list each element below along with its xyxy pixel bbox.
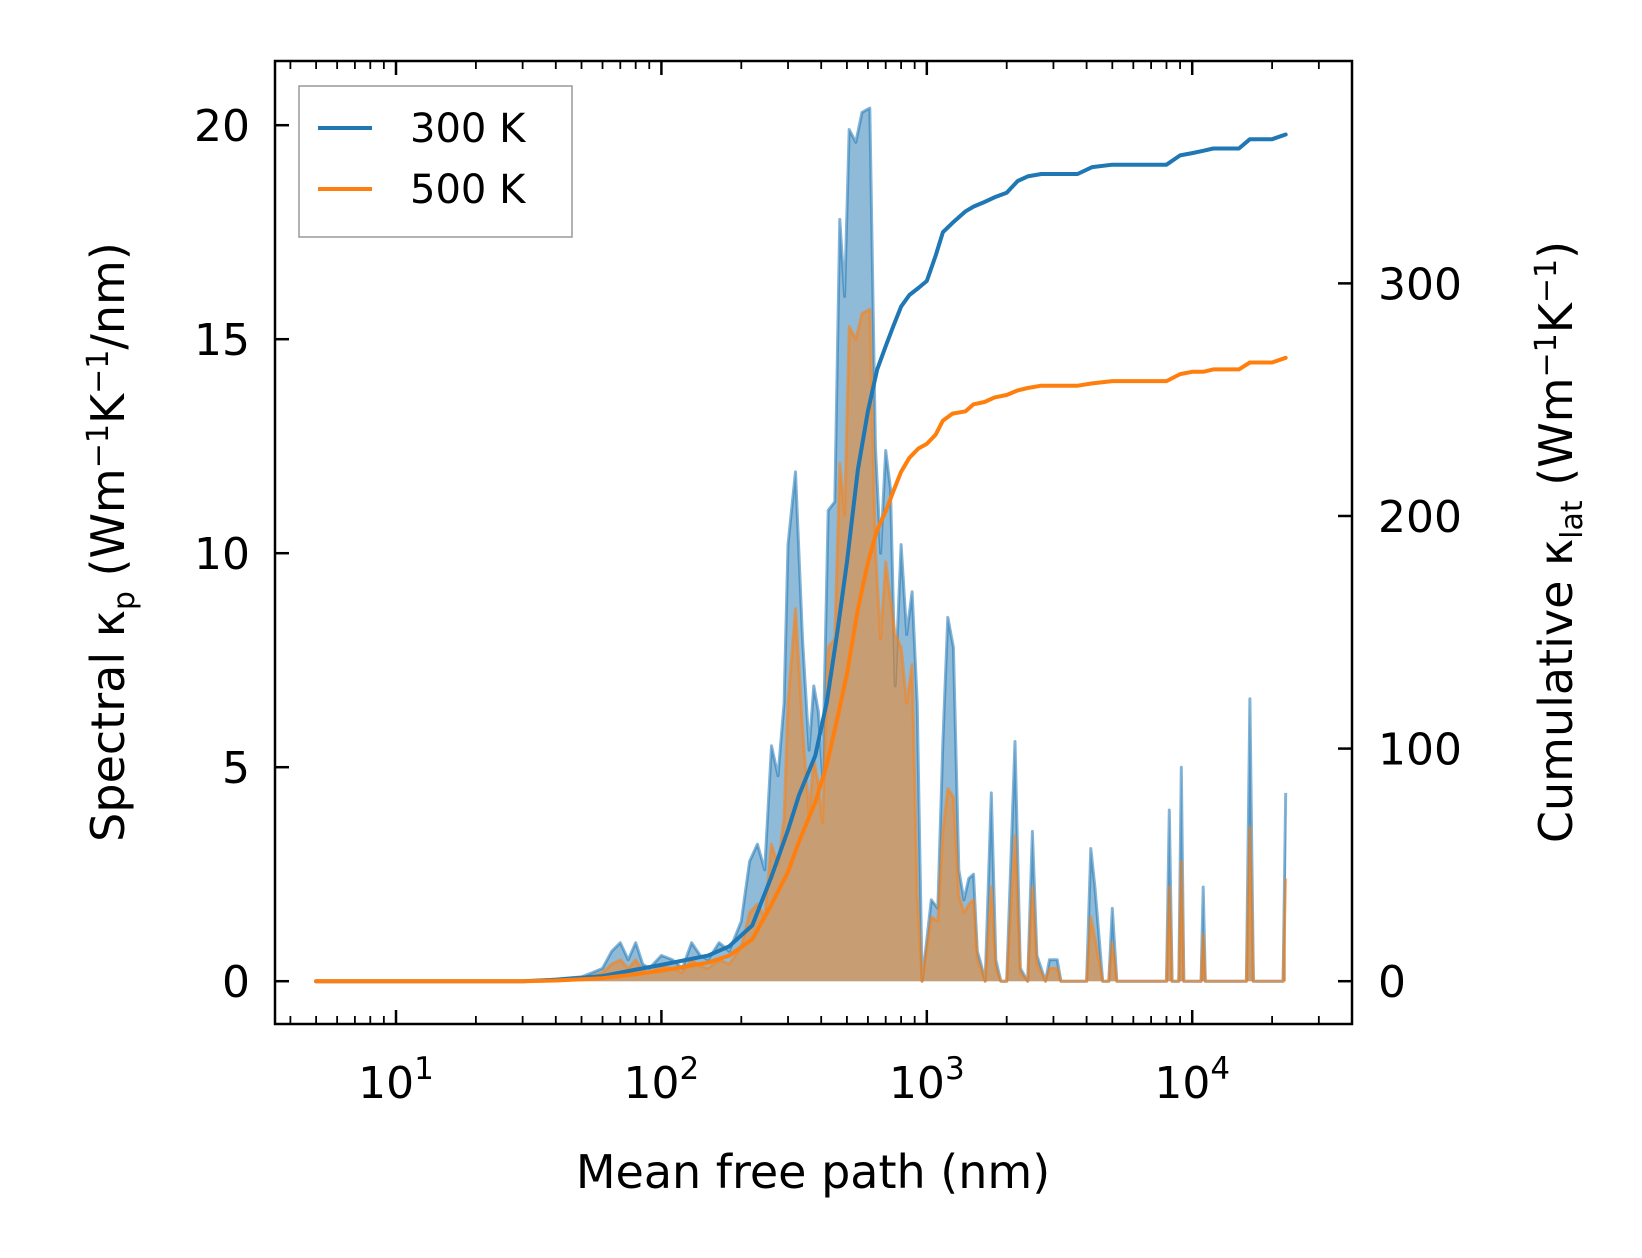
x-tick-base: 10 bbox=[1154, 1058, 1210, 1109]
y-left-label-sup2: −1 bbox=[81, 350, 116, 394]
y-left-label-unit: (Wm bbox=[81, 468, 135, 591]
x-tick-exponent: 1 bbox=[414, 1051, 434, 1087]
y-left-label-sub: p bbox=[107, 591, 142, 610]
x-tick-label: 103 bbox=[889, 1051, 965, 1109]
y-axis-left-label: Spectral κp (Wm−1K−1/nm) bbox=[81, 242, 142, 842]
legend-box bbox=[298, 85, 573, 238]
spectral-fill-500-k bbox=[316, 309, 1286, 982]
y-left-tick-label: 20 bbox=[194, 101, 250, 152]
y-left-tick-label: 10 bbox=[194, 529, 250, 580]
y-right-tick-label: 0 bbox=[1378, 957, 1406, 1008]
legend-label-300-k: 300 K bbox=[410, 106, 527, 152]
y-right-label-unit: (Wm bbox=[1529, 377, 1583, 500]
series-line-group bbox=[314, 132, 1288, 984]
y-right-tick-label: 100 bbox=[1378, 725, 1462, 776]
x-tick-base: 10 bbox=[358, 1058, 414, 1109]
legend: 300 K 500 K bbox=[298, 85, 573, 238]
plot-frame bbox=[273, 59, 1354, 1026]
x-tick-label: 102 bbox=[624, 1051, 700, 1109]
x-axis-label: Mean free path (nm) bbox=[576, 1145, 1050, 1199]
y-right-label-k: K bbox=[1529, 301, 1583, 333]
y-axis-right-label: Cumulative κlat (Wm−1K−1) bbox=[1529, 241, 1590, 843]
y-left-tick-label: 15 bbox=[194, 315, 250, 366]
x-tick-exponent: 4 bbox=[1210, 1051, 1230, 1087]
y-left-label-text: Spectral κ bbox=[81, 610, 135, 842]
spectral-fill-group bbox=[316, 106, 1288, 983]
x-tick-exponent: 3 bbox=[945, 1051, 965, 1087]
y-left-tick-label: 5 bbox=[222, 743, 250, 794]
y-right-label-sup2: −1 bbox=[1529, 259, 1564, 303]
y-left-label-sup1: −1 bbox=[81, 424, 116, 468]
cumulative-line-300-k bbox=[314, 132, 1288, 984]
y-right-label-tail: ) bbox=[1529, 241, 1583, 259]
legend-label-500-k: 500 K bbox=[410, 167, 527, 213]
x-tick-exponent: 2 bbox=[680, 1051, 700, 1087]
x-tick-label: 101 bbox=[358, 1051, 434, 1109]
cumulative-line-500-k bbox=[314, 355, 1288, 984]
spectral-line-500-k bbox=[316, 307, 1288, 983]
x-tick-base: 10 bbox=[624, 1058, 680, 1109]
y-left-label-tail: /nm) bbox=[81, 242, 135, 349]
y-right-tick-label: 300 bbox=[1378, 259, 1462, 310]
y-right-tick-label: 200 bbox=[1378, 492, 1462, 543]
y-left-label-k: K bbox=[81, 392, 135, 424]
y-right-label-sup1: −1 bbox=[1529, 333, 1564, 377]
y-left-tick-label: 0 bbox=[222, 957, 250, 1008]
y-right-label-sub: lat bbox=[1555, 500, 1590, 539]
y-right-label-text: Cumulative κ bbox=[1529, 539, 1583, 843]
x-tick-base: 10 bbox=[889, 1058, 945, 1109]
x-tick-label: 104 bbox=[1154, 1051, 1230, 1109]
